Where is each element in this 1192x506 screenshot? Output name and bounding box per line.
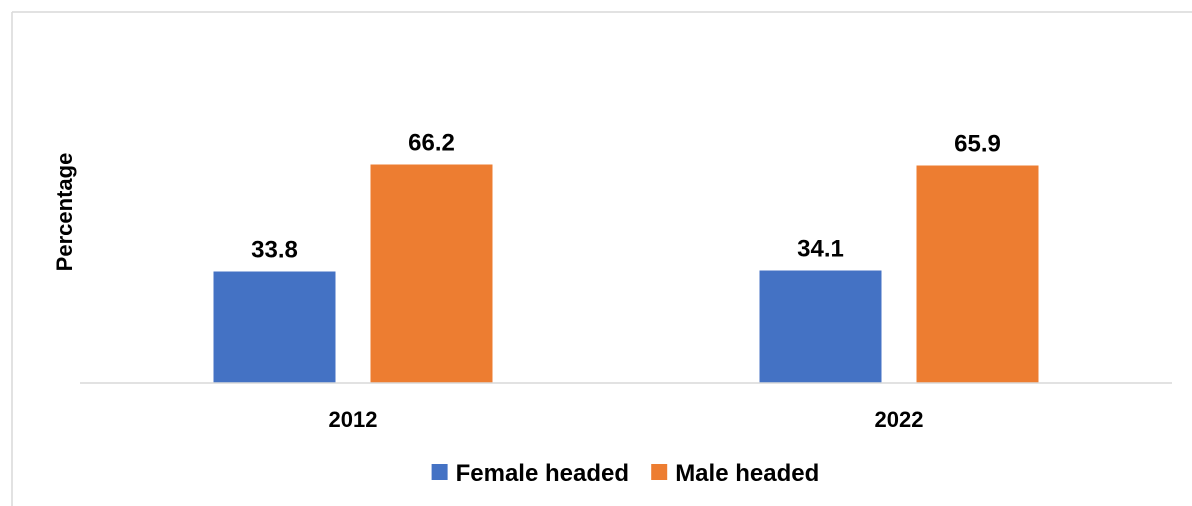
data-label-female-headed-2012: 33.8 bbox=[251, 237, 298, 264]
x-tick-labels: 2012 2022 bbox=[329, 407, 924, 432]
bars-layer bbox=[213, 164, 1039, 383]
legend-label-male-headed: Male headed bbox=[675, 460, 819, 487]
data-labels-layer: 33.8 66.2 34.1 65.9 bbox=[251, 130, 1001, 264]
bar-male-headed-2022 bbox=[916, 165, 1039, 383]
x-tick-label-2012: 2012 bbox=[329, 407, 378, 432]
data-label-male-headed-2012: 66.2 bbox=[408, 130, 455, 157]
data-label-female-headed-2022: 34.1 bbox=[797, 236, 844, 263]
legend-swatch-male-headed bbox=[651, 464, 668, 480]
legend-label-female-headed: Female headed bbox=[456, 460, 629, 487]
bar-female-headed-2012 bbox=[213, 271, 336, 383]
bar-female-headed-2022 bbox=[759, 270, 882, 383]
legend-swatch-female-headed bbox=[431, 464, 448, 480]
bar-male-headed-2012 bbox=[370, 164, 493, 383]
y-axis-title: Percentage bbox=[52, 153, 77, 272]
x-tick-label-2022: 2022 bbox=[875, 407, 924, 432]
legend: Female headed Male headed bbox=[431, 460, 819, 487]
data-label-male-headed-2022: 65.9 bbox=[954, 131, 1001, 158]
